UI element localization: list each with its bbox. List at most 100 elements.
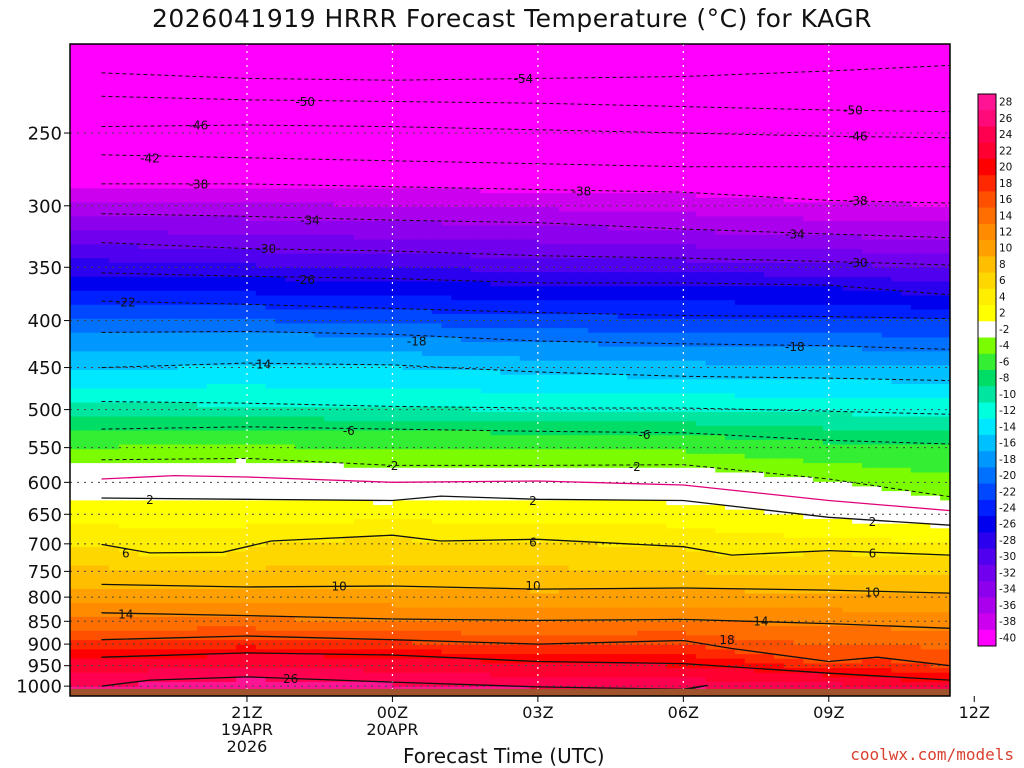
colorbar: 28 26 24 22 20 18 16 14 12 10 8 6 4 2 -2 -4 -6 -8 -10 -12 -1… (977, 93, 1016, 647)
contour-line (101, 64, 950, 81)
colorbar-swatch (978, 516, 996, 533)
colorbar-swatch (978, 288, 996, 306)
contour-label: 14 (118, 608, 133, 622)
colorbar-swatch (978, 370, 996, 387)
contour-line (101, 330, 950, 350)
contour-label: -14 (252, 358, 272, 372)
contour-line (101, 612, 950, 629)
colorbar-swatch (978, 126, 996, 144)
colorbar-label: -10 (999, 389, 1016, 401)
colorbar-swatch (978, 548, 996, 566)
colorbar-swatch (978, 191, 996, 209)
contour-label: 6 (122, 546, 130, 560)
contour-label: -46 (189, 119, 209, 133)
contour-line (101, 426, 950, 445)
colorbar-swatch (978, 451, 996, 468)
temperature-fill (70, 44, 950, 696)
contour-label: -30 (848, 256, 868, 270)
ground-surface (70, 688, 950, 696)
colorbar-swatch (978, 418, 996, 436)
y-tick-label: 800 (28, 588, 62, 609)
contour-label: -50 (843, 104, 863, 118)
y-tick-label: 550 (28, 438, 62, 459)
contour-label: -6 (639, 428, 651, 442)
x-tick-label: 2026 (227, 737, 268, 756)
y-tick-label: 850 (28, 612, 62, 633)
contour-label: 10 (331, 580, 346, 594)
colorbar-swatch (978, 353, 996, 371)
colorbar-swatch (978, 110, 996, 127)
x-tick-label: 19APR (221, 720, 273, 739)
colorbar-swatch (978, 581, 996, 598)
x-tick-label: 12Z (959, 703, 990, 722)
contour-line (101, 300, 950, 320)
chart-title: 2026041919 HRRR Forecast Temperature (°C… (152, 4, 872, 33)
colorbar-label: 24 (999, 129, 1013, 141)
contour-line (101, 272, 950, 296)
colorbar-swatch (978, 256, 996, 274)
y-axis: 2503003504004505005506006507007508008509… (16, 124, 70, 698)
contour-line (101, 183, 950, 204)
colorbar-label: 22 (999, 145, 1012, 157)
y-tick-label: 250 (28, 124, 62, 145)
colorbar-swatch (978, 597, 996, 614)
contour-label: 18 (719, 633, 734, 647)
x-tick-label: 03Z (522, 703, 553, 722)
contour-label: 2 (869, 515, 877, 529)
colorbar-swatch (978, 564, 996, 582)
contour-label: -18 (785, 340, 805, 354)
colorbar-swatch (978, 386, 996, 403)
y-tick-label: 350 (28, 258, 62, 279)
contour-label: -42 (140, 151, 160, 165)
colorbar-swatch (978, 434, 996, 452)
contour-line (101, 635, 950, 667)
contour-label: 10 (525, 579, 540, 593)
x-tick-label: 00Z (377, 703, 408, 722)
colorbar-frame (977, 93, 997, 647)
colorbar-swatch (978, 207, 996, 225)
colorbar-label: -36 (999, 600, 1016, 612)
colorbar-swatch (978, 532, 996, 550)
plot-frame (69, 43, 951, 697)
contour-label: 2 (529, 494, 537, 508)
colorbar-label: -26 (999, 519, 1016, 531)
colorbar-label: 18 (999, 178, 1012, 190)
contour-label: -6 (343, 424, 355, 438)
contour-line (101, 474, 950, 512)
contour-label: -2 (629, 460, 641, 474)
contour-line (101, 95, 950, 113)
colorbar-label: -38 (999, 616, 1016, 628)
contour-line (101, 154, 950, 168)
colorbar-label: -34 (999, 584, 1016, 596)
y-tick-label: 300 (28, 196, 62, 217)
colorbar-label: -16 (999, 438, 1016, 450)
colorbar-swatch (978, 158, 996, 176)
colorbar-label: -14 (999, 421, 1016, 433)
contour-label: 6 (869, 546, 877, 560)
colorbar-swatch (978, 240, 996, 257)
colorbar-swatch (978, 175, 996, 192)
colorbar-label: 12 (999, 227, 1012, 239)
colorbar-label: 8 (999, 259, 1006, 271)
colorbar-label: 26 (999, 113, 1013, 125)
colorbar-label: 20 (999, 162, 1012, 174)
contour-label: 26 (283, 672, 298, 686)
contour-line (101, 676, 708, 691)
contour-label: 14 (753, 614, 768, 628)
contour-label: -2 (386, 459, 398, 473)
ground-fill (70, 688, 950, 696)
y-tick-label: 900 (28, 635, 62, 656)
colorbar-label: -40 (999, 632, 1016, 644)
colorbar-label: 14 (999, 210, 1013, 222)
colorbar-label: -22 (999, 486, 1016, 498)
contour-line (101, 583, 950, 594)
contour-line (101, 457, 950, 498)
colorbar-label: -12 (999, 405, 1016, 417)
contour-label: -38 (848, 194, 868, 208)
contour-label: -34 (300, 214, 320, 228)
colorbar-label: -18 (999, 454, 1016, 466)
contour-label: -46 (848, 130, 868, 144)
contour-label: 6 (529, 536, 537, 550)
